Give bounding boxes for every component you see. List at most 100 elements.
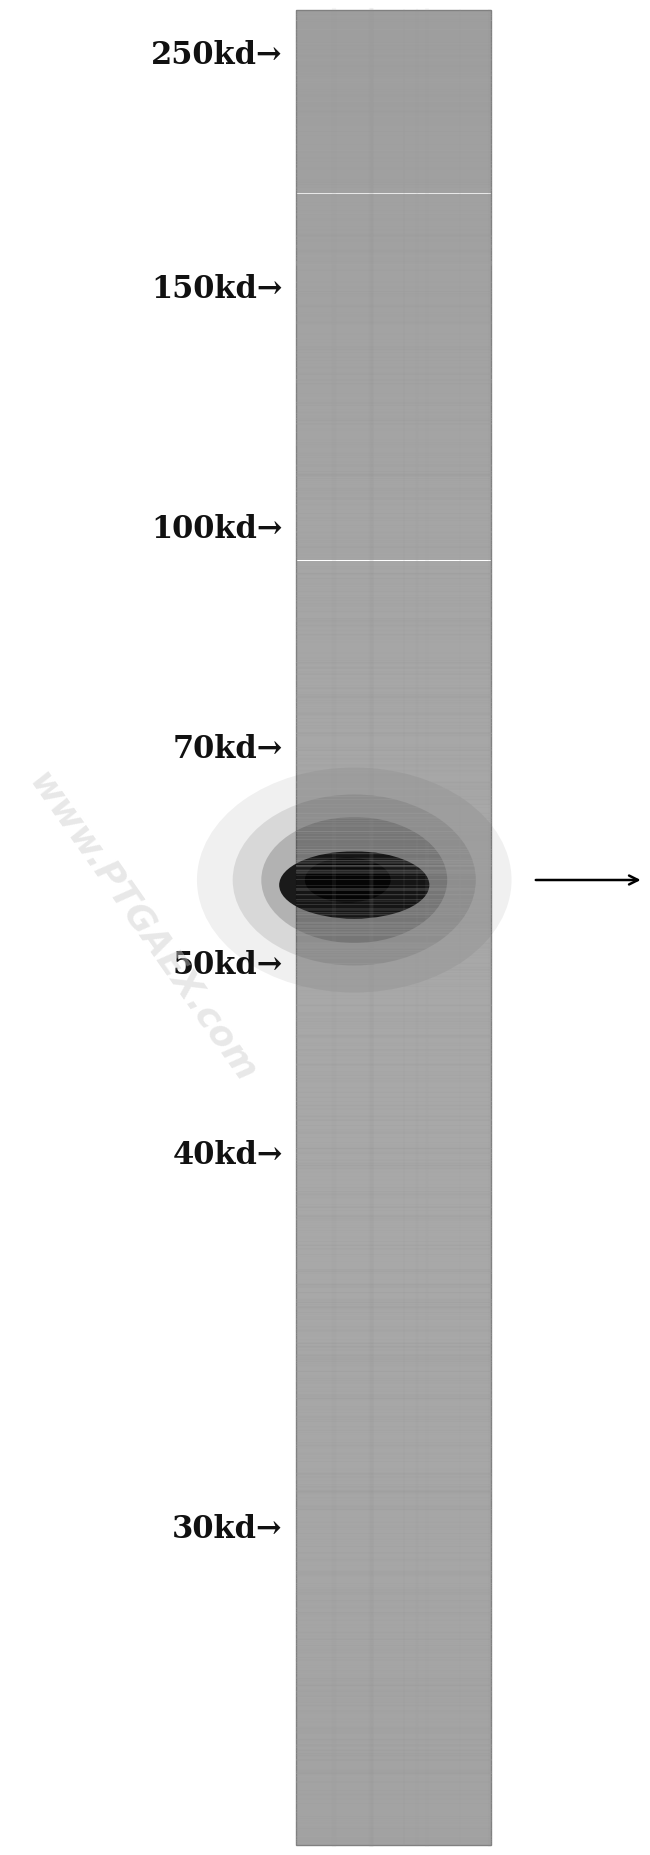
Ellipse shape: [233, 794, 476, 965]
Bar: [296, 182, 491, 187]
Bar: [296, 1087, 491, 1093]
Bar: [296, 1508, 491, 1516]
Bar: [296, 451, 491, 456]
Bar: [296, 121, 491, 126]
Bar: [296, 1196, 491, 1202]
Bar: [296, 1803, 491, 1809]
Bar: [296, 83, 491, 89]
Bar: [296, 1313, 491, 1319]
Bar: [296, 592, 491, 597]
Bar: [296, 1111, 491, 1117]
Bar: [296, 339, 491, 347]
Bar: [296, 1833, 491, 1838]
Bar: [296, 1753, 491, 1759]
Bar: [296, 1135, 491, 1141]
Bar: [296, 518, 491, 523]
Bar: [296, 1018, 491, 1026]
Bar: [296, 1399, 491, 1404]
Bar: [296, 1074, 491, 1080]
Bar: [296, 1681, 491, 1686]
Bar: [296, 78, 491, 83]
Bar: [296, 1484, 491, 1490]
Bar: [296, 1577, 491, 1582]
Bar: [296, 206, 491, 211]
Bar: [296, 957, 491, 965]
Bar: [296, 193, 491, 200]
Bar: [296, 334, 491, 339]
Bar: [296, 1063, 491, 1068]
Bar: [296, 1271, 491, 1276]
Bar: [296, 634, 491, 640]
Bar: [296, 1148, 491, 1154]
Bar: [296, 800, 491, 805]
Bar: [296, 837, 491, 842]
Bar: [296, 9, 491, 17]
Bar: [296, 113, 491, 121]
Bar: [296, 1386, 491, 1393]
Bar: [296, 150, 491, 158]
Bar: [296, 1644, 491, 1649]
Bar: [296, 707, 491, 714]
Bar: [296, 1593, 491, 1601]
Bar: [296, 488, 491, 493]
Bar: [296, 872, 491, 879]
Bar: [296, 738, 491, 744]
Bar: [296, 1649, 491, 1655]
Bar: [296, 1404, 491, 1410]
Bar: [296, 781, 491, 787]
Bar: [296, 419, 491, 427]
Bar: [296, 757, 491, 762]
Bar: [296, 560, 491, 566]
Bar: [296, 1362, 491, 1367]
Bar: [296, 1044, 491, 1050]
Bar: [296, 1673, 491, 1681]
Bar: [296, 480, 491, 488]
Bar: [296, 928, 491, 933]
Bar: [296, 1263, 491, 1271]
Bar: [296, 1080, 491, 1087]
Bar: [296, 646, 491, 653]
Bar: [296, 1716, 491, 1723]
Bar: [296, 1098, 491, 1106]
Bar: [296, 291, 491, 297]
Bar: [296, 829, 491, 837]
Bar: [296, 65, 491, 70]
Bar: [296, 792, 491, 800]
Bar: [296, 505, 491, 512]
Bar: [296, 952, 491, 957]
Bar: [296, 347, 491, 352]
Bar: [296, 775, 491, 781]
Bar: [296, 1324, 491, 1332]
Bar: [296, 96, 491, 102]
Bar: [296, 1551, 491, 1558]
Bar: [296, 627, 491, 634]
Bar: [296, 1809, 491, 1814]
Bar: [296, 1037, 491, 1044]
Bar: [296, 1055, 491, 1063]
Bar: [296, 1705, 491, 1710]
Text: 50kd→: 50kd→: [172, 950, 283, 981]
Bar: [296, 1686, 491, 1692]
Bar: [296, 866, 491, 872]
Bar: [296, 1332, 491, 1337]
Bar: [296, 861, 491, 866]
Bar: [296, 236, 491, 243]
Ellipse shape: [305, 857, 391, 903]
Bar: [296, 818, 491, 824]
Bar: [296, 603, 491, 610]
Bar: [296, 714, 491, 720]
Bar: [296, 46, 491, 52]
Bar: [296, 132, 491, 139]
Bar: [296, 249, 491, 254]
Bar: [296, 286, 491, 291]
Bar: [296, 278, 491, 286]
Bar: [296, 1306, 491, 1313]
Text: 100kd→: 100kd→: [151, 514, 283, 545]
Bar: [296, 358, 491, 365]
Bar: [296, 1582, 491, 1588]
Bar: [296, 1202, 491, 1209]
Bar: [296, 315, 491, 323]
Bar: [296, 1245, 491, 1252]
Bar: [296, 102, 491, 108]
Text: 70kd→: 70kd→: [172, 735, 283, 766]
